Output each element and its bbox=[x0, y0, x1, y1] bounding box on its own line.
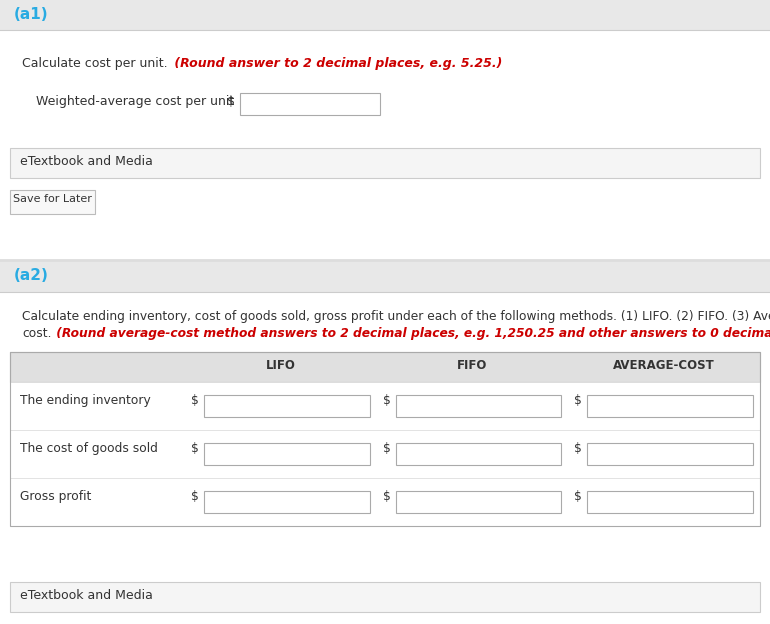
Bar bbox=[588, 491, 753, 513]
Bar bbox=[10, 382, 760, 430]
Bar bbox=[10, 148, 760, 178]
Bar bbox=[204, 443, 370, 465]
Text: eTextbook and Media: eTextbook and Media bbox=[20, 589, 153, 602]
Bar bbox=[396, 395, 561, 417]
Text: The cost of goods sold: The cost of goods sold bbox=[20, 442, 158, 455]
Text: $: $ bbox=[191, 490, 199, 503]
Text: (a1): (a1) bbox=[14, 7, 49, 22]
Bar bbox=[0, 0, 770, 30]
Bar bbox=[396, 491, 561, 513]
Bar bbox=[0, 30, 770, 260]
Text: cost.: cost. bbox=[22, 327, 52, 340]
Bar bbox=[10, 352, 760, 382]
Text: Weighted-average cost per unit: Weighted-average cost per unit bbox=[36, 95, 234, 108]
Text: $: $ bbox=[574, 490, 582, 503]
Bar bbox=[204, 395, 370, 417]
Text: $: $ bbox=[574, 442, 582, 455]
Bar bbox=[0, 292, 770, 624]
Text: The ending inventory: The ending inventory bbox=[20, 394, 151, 407]
Text: $: $ bbox=[191, 442, 199, 455]
Text: Gross profit: Gross profit bbox=[20, 490, 92, 503]
Text: (a2): (a2) bbox=[14, 268, 49, 283]
Bar bbox=[10, 430, 760, 478]
Bar bbox=[396, 443, 561, 465]
Text: (Round average-cost method answers to 2 decimal places, e.g. 1,250.25 and other : (Round average-cost method answers to 2 … bbox=[52, 327, 770, 340]
Bar bbox=[10, 190, 95, 214]
Text: $: $ bbox=[574, 394, 582, 407]
Text: AVERAGE-COST: AVERAGE-COST bbox=[613, 359, 715, 372]
Text: $: $ bbox=[227, 95, 235, 108]
Text: Calculate cost per unit.: Calculate cost per unit. bbox=[22, 57, 168, 70]
Bar bbox=[240, 93, 380, 115]
Text: FIFO: FIFO bbox=[457, 359, 487, 372]
Bar bbox=[10, 478, 760, 526]
Bar bbox=[10, 352, 760, 526]
Text: LIFO: LIFO bbox=[266, 359, 296, 372]
Bar bbox=[0, 260, 770, 292]
Text: (Round answer to 2 decimal places, e.g. 5.25.): (Round answer to 2 decimal places, e.g. … bbox=[170, 57, 502, 70]
Text: eTextbook and Media: eTextbook and Media bbox=[20, 155, 153, 168]
Text: $: $ bbox=[383, 490, 390, 503]
Bar bbox=[588, 443, 753, 465]
Text: $: $ bbox=[383, 394, 390, 407]
Text: Save for Later: Save for Later bbox=[12, 194, 92, 204]
Text: $: $ bbox=[191, 394, 199, 407]
Bar bbox=[588, 395, 753, 417]
Text: Calculate ending inventory, cost of goods sold, gross profit under each of the f: Calculate ending inventory, cost of good… bbox=[22, 310, 770, 323]
Bar bbox=[10, 582, 760, 612]
Text: $: $ bbox=[383, 442, 390, 455]
Bar bbox=[204, 491, 370, 513]
